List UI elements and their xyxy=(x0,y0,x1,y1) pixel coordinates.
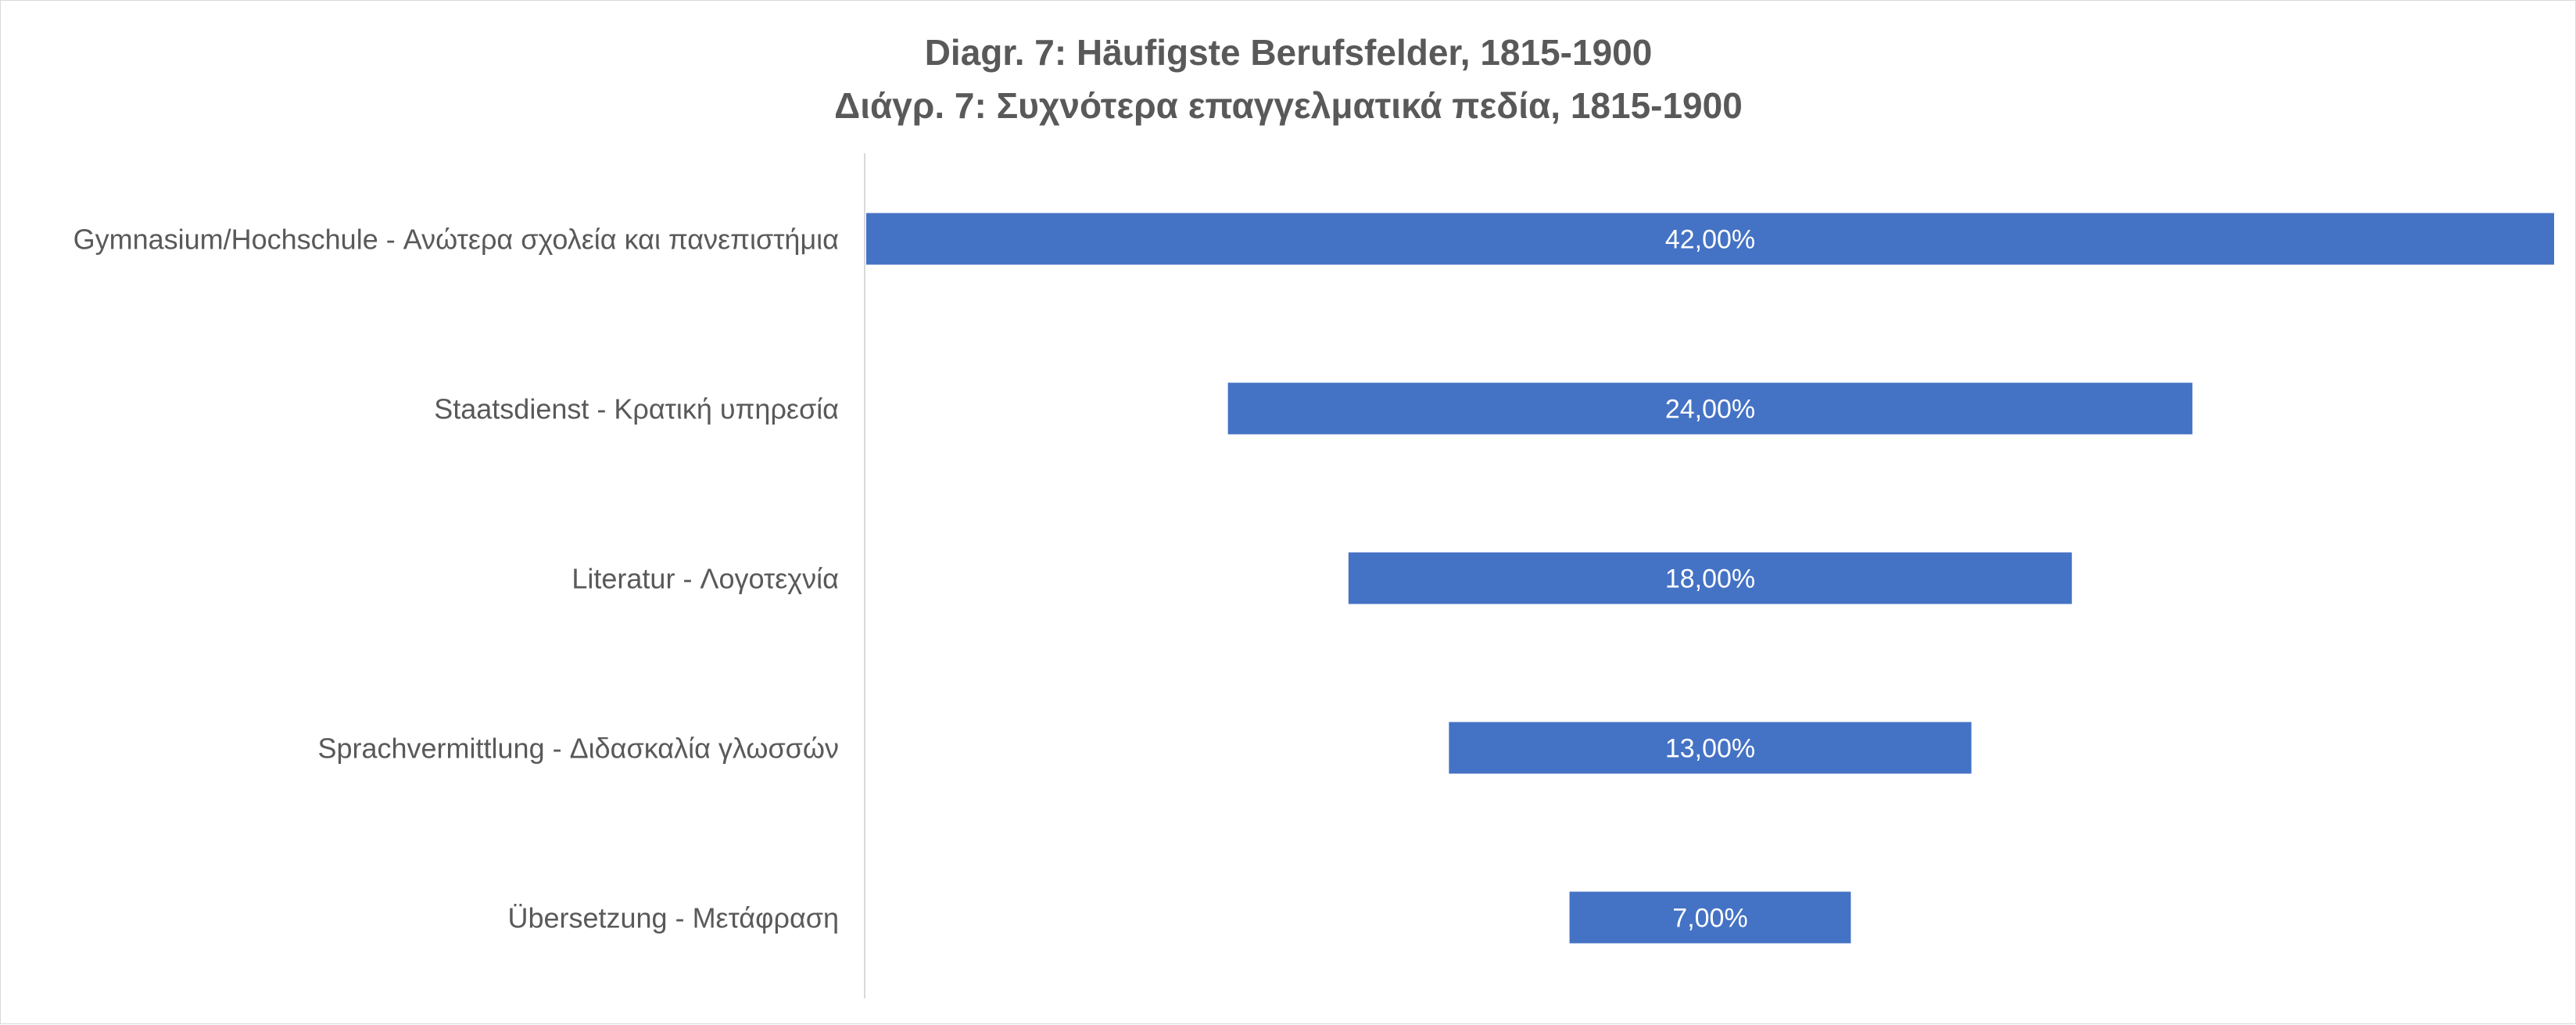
chart-marks: 42,00% Gymnasium/Hochschule - Ανώτερα σχο… xyxy=(73,213,2554,944)
category-label-3: Literatur - Λογοτεχνία xyxy=(571,563,839,595)
bar-3 xyxy=(1348,552,2073,604)
data-label-5: 7,00% xyxy=(1672,904,1747,934)
bar-2 xyxy=(1227,382,2193,435)
data-label-1: 42,00% xyxy=(1665,225,1755,255)
bar-5 xyxy=(1569,891,1851,944)
category-label-5: Übersetzung - Μετάφραση xyxy=(507,902,839,934)
data-label-3: 18,00% xyxy=(1665,564,1755,594)
data-label-2: 24,00% xyxy=(1665,395,1755,425)
bar-4 xyxy=(1449,722,1972,774)
chart-title: Diagr. 7: Häufigste Berufsfelder, 1815-1… xyxy=(925,32,1653,73)
chart-subtitle: Διάγρ. 7: Συχνότερα επαγγελματικά πεδία,… xyxy=(834,85,1743,126)
category-label-1: Gymnasium/Hochschule - Ανώτερα σχολεία κ… xyxy=(73,224,839,256)
category-label-2: Staatsdienst - Κρατική υπηρεσία xyxy=(434,393,839,425)
bar-1 xyxy=(866,213,2554,265)
data-label-4: 13,00% xyxy=(1665,734,1755,764)
category-label-4: Sprachvermittlung - Διδασκαλία γλωσσών xyxy=(317,733,839,765)
